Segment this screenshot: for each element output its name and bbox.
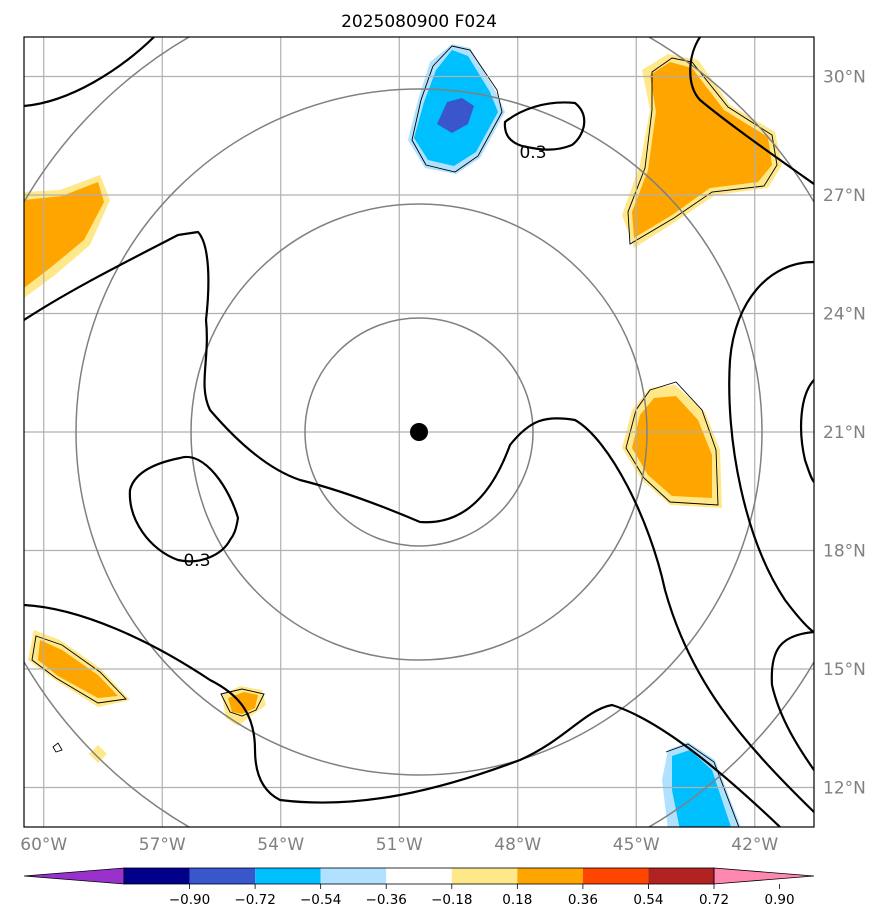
- latitude-tick-labels: 12°N 15°N 18°N 21°N 24°N 27°N 30°N: [823, 68, 866, 799]
- plot-frame: [23, 36, 815, 828]
- colorbar-tick-label: 0.54: [633, 892, 663, 908]
- colorbar-tick-label: 0.90: [765, 892, 795, 908]
- colorbar-tick-label: 0.72: [699, 892, 729, 908]
- sw-thin-outline: [31, 635, 127, 704]
- lat-tick-label: 27°N: [823, 186, 866, 206]
- colorbar-tick-label: −0.54: [300, 892, 341, 908]
- storm-center-marker: [410, 423, 428, 441]
- contour-lines: [24, 37, 814, 827]
- contour-west-main: [24, 230, 814, 814]
- shade-north-darkblue: [437, 98, 474, 133]
- ring-3: [75, 88, 763, 776]
- colorbar-tick-label: −0.72: [234, 892, 275, 908]
- colorbar-segment: [648, 868, 714, 884]
- distance-rings: [24, 37, 814, 827]
- lon-tick-label: 54°W: [257, 835, 304, 855]
- se-thin-outline: [665, 743, 740, 827]
- colorbar-tick-label: 0.36: [568, 892, 598, 908]
- contour-southwest: [24, 603, 782, 827]
- ring-2: [190, 203, 648, 661]
- lat-tick-label: 30°N: [823, 68, 866, 88]
- contour-se-corner: [770, 630, 814, 772]
- shade-east-orange: [632, 396, 712, 498]
- contour-labels: 0.3 0.3: [183, 143, 546, 571]
- graticule: [24, 37, 814, 827]
- colorbar-segment: [517, 868, 583, 884]
- lat-tick-label: 15°N: [823, 660, 866, 680]
- colorbar-segment: [451, 868, 518, 884]
- map-title: 2025080900 F024: [341, 12, 497, 32]
- east-thin-outline: [625, 381, 719, 506]
- shade-dot-light: [89, 745, 107, 763]
- colorbar-tick-label: −0.36: [366, 892, 407, 908]
- lon-tick-label: 60°W: [20, 835, 67, 855]
- longitude-tick-labels: 60°W 57°W 54°W 51°W 48°W 45°W 42°W: [20, 835, 778, 855]
- contour-label-west: 0.3: [183, 551, 210, 571]
- contour-west-loop: [128, 455, 240, 563]
- contour-east-inner: [800, 378, 814, 484]
- lat-tick-label: 24°N: [823, 305, 866, 325]
- contour-north-loop: [503, 101, 586, 151]
- shade-se-blue: [672, 750, 731, 827]
- colorbar-frame: [123, 867, 715, 885]
- lon-tick-label: 51°W: [376, 835, 423, 855]
- small-thin-outline: [220, 688, 265, 717]
- lat-tick-label: 21°N: [823, 423, 866, 443]
- lat-tick-label: 12°N: [823, 779, 866, 799]
- lat-tick-label: 18°N: [823, 542, 866, 562]
- contour-east-arc: [728, 260, 814, 634]
- north-thin-outline: [411, 45, 503, 173]
- map-plot-area: 0.3 0.3: [24, 37, 814, 827]
- colorbar-segment: [320, 868, 387, 884]
- colorbar-segment: [189, 868, 256, 884]
- colorbar-tick-label: −0.18: [431, 892, 472, 908]
- contour-nw-corner: [24, 37, 156, 108]
- colorbar-tick-label: 0.18: [502, 892, 532, 908]
- small-loop: [52, 742, 63, 753]
- lon-tick-label: 57°W: [139, 835, 186, 855]
- lon-tick-label: 42°W: [731, 835, 778, 855]
- ring-inner: [304, 317, 534, 547]
- colorbar-extend-high: [713, 867, 815, 885]
- colorbar-extend-low: [23, 867, 125, 885]
- colorbar-segment: [386, 868, 452, 884]
- contour-ne-corner: [689, 37, 814, 186]
- lon-tick-label: 48°W: [494, 835, 541, 855]
- colorbar: −0.90 −0.72 −0.54 −0.36 −0.18 0.18 0.36 0.54 0.7…: [23, 867, 815, 908]
- colorbar-segment: [124, 868, 190, 884]
- contour-label-north: 0.3: [519, 143, 546, 163]
- colorbar-segment: [255, 868, 321, 884]
- colorbar-segment: [582, 868, 649, 884]
- lon-tick-label: 45°W: [613, 835, 660, 855]
- colorbar-tick-label: −0.90: [169, 892, 210, 908]
